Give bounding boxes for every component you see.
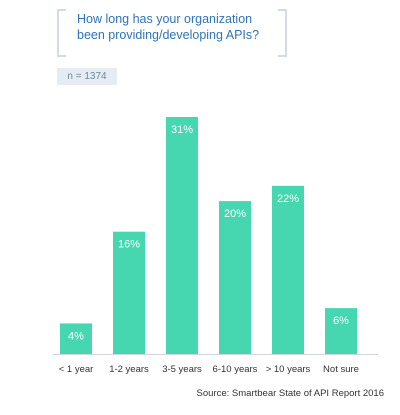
chart-title-box: How long has your organization been prov… bbox=[57, 9, 287, 57]
bar-4 bbox=[272, 185, 304, 354]
bar-value-label: 4% bbox=[68, 330, 84, 342]
bar-value-label: 22% bbox=[277, 193, 299, 205]
x-tick-label: 6-10 years bbox=[213, 364, 258, 375]
bar-3 bbox=[219, 201, 251, 354]
bar-value-label: 20% bbox=[224, 208, 246, 220]
title-bracket-left bbox=[57, 9, 66, 57]
bar-value-label: 31% bbox=[171, 124, 193, 136]
title-bracket-right bbox=[278, 9, 287, 57]
sample-size-badge: n = 1374 bbox=[57, 68, 117, 85]
chart-title: How long has your organization been prov… bbox=[77, 12, 260, 42]
source-note: Source: Smartbear State of API Report 20… bbox=[196, 388, 384, 399]
bar-0 bbox=[60, 323, 92, 354]
bar-value-label: 16% bbox=[118, 239, 140, 251]
bar-value-label: 6% bbox=[333, 315, 349, 327]
bar-5 bbox=[325, 308, 357, 354]
bar-2 bbox=[166, 117, 198, 354]
x-tick-label: 3-5 years bbox=[162, 364, 202, 375]
bar-1 bbox=[113, 231, 145, 354]
x-tick-label: Not sure bbox=[323, 364, 359, 375]
x-tick-label: < 1 year bbox=[59, 364, 94, 375]
x-tick-label: 1-2 years bbox=[109, 364, 149, 375]
x-tick-label: > 10 years bbox=[266, 364, 311, 375]
